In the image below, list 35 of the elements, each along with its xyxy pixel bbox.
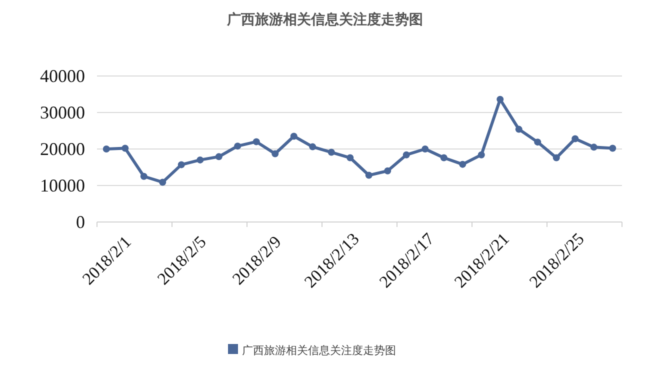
point [422,146,429,152]
point [309,143,316,150]
point [178,161,185,168]
point [140,172,148,180]
point [346,154,354,162]
point [234,142,242,150]
point [196,156,204,164]
point [590,144,598,151]
point [572,135,579,142]
point [290,132,298,140]
point [159,178,166,186]
point [252,138,260,146]
point [552,154,560,162]
point [478,151,485,158]
chart-title: 广西旅游相关信息关注度走势图 [226,11,423,28]
legend-label: 广西旅游相关信息关注度走势图 [242,344,396,357]
y-tick-label: 20000 [40,139,85,159]
point [534,138,542,146]
point [515,126,522,133]
point [215,153,222,160]
y-tick-label: 10000 [40,176,85,196]
point [102,146,110,152]
point [272,150,279,158]
point [328,148,335,156]
point [496,96,504,103]
y-tick-label: 40000 [40,66,85,86]
point [440,154,448,162]
point [122,144,129,152]
y-tick-label: 30000 [40,102,85,122]
point [384,167,392,174]
point [609,144,616,152]
point [459,160,466,168]
y-tick-label: 0 [76,212,85,232]
point [365,172,372,179]
point [402,151,410,158]
